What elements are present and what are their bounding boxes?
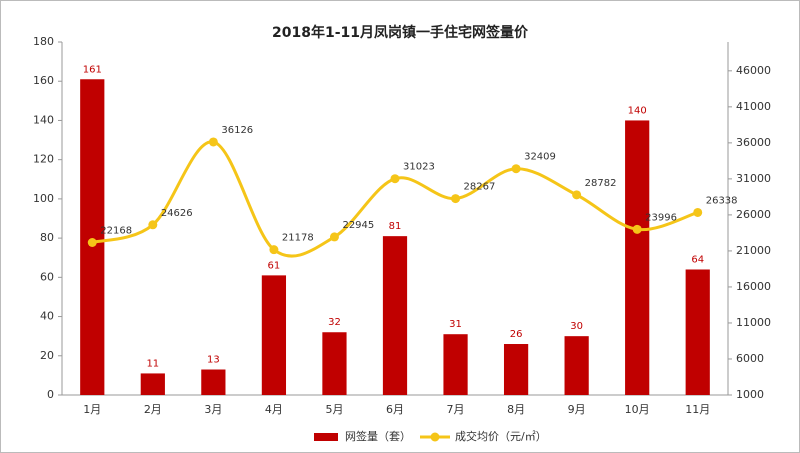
y2-tick-label: 46000: [736, 64, 771, 77]
y2-tick-label: 36000: [736, 136, 771, 149]
line-point: [693, 207, 703, 217]
bar-value-label: 161: [83, 64, 102, 75]
bar: [80, 79, 105, 395]
x-tick-label: 9月: [568, 403, 586, 416]
line-value-label: 32409: [524, 152, 556, 163]
line-value-label: 31023: [403, 162, 435, 173]
x-tick-label: 2月: [144, 403, 162, 416]
line-point: [208, 137, 218, 147]
y-tick-label: 20: [40, 349, 54, 362]
y2-tick-label: 21000: [736, 244, 771, 257]
x-tick-label: 8月: [507, 403, 525, 416]
x-tick-label: 10月: [625, 403, 650, 416]
line-value-label: 22168: [100, 226, 132, 237]
x-tick-label: 3月: [204, 403, 222, 416]
bar: [140, 373, 165, 395]
bar: [685, 269, 710, 395]
y-tick-label: 80: [40, 231, 54, 244]
bar-value-label: 64: [691, 254, 704, 265]
line-value-label: 22945: [342, 220, 374, 231]
line-value-label: 26338: [706, 195, 738, 206]
line-point: [511, 164, 521, 174]
y-tick-label: 40: [40, 310, 54, 323]
y2-tick-label: 26000: [736, 208, 771, 221]
x-tick-label: 5月: [325, 403, 343, 416]
line-point: [87, 238, 97, 248]
line-point: [329, 232, 339, 242]
y-tick-label: 180: [33, 35, 54, 48]
line-point: [572, 190, 582, 200]
bar-value-label: 11: [146, 358, 159, 369]
bar: [261, 275, 287, 395]
line-point: [269, 245, 279, 255]
bar: [201, 369, 226, 395]
legend-label: 网签量（套）: [345, 429, 411, 443]
bar: [625, 120, 650, 395]
y-tick-label: 160: [33, 74, 54, 87]
chart-title: 2018年1-11月凤岗镇一手住宅网签量价: [272, 24, 529, 41]
line-value-label: 21178: [282, 233, 314, 244]
line-point: [451, 194, 461, 204]
x-tick-label: 1月: [83, 403, 101, 416]
bar-value-label: 30: [570, 321, 583, 332]
bar-value-label: 13: [207, 355, 220, 366]
y-tick-label: 60: [40, 270, 54, 283]
x-tick-label: 11月: [685, 403, 710, 416]
bar-value-label: 61: [268, 260, 281, 271]
x-tick-label: 4月: [265, 403, 283, 416]
y2-tick-label: 41000: [736, 100, 771, 113]
line-value-label: 28267: [464, 182, 496, 193]
line-value-label: 28782: [585, 178, 617, 189]
y2-tick-label: 16000: [736, 280, 771, 293]
y2-tick-label: 6000: [736, 352, 764, 365]
y2-tick-label: 11000: [736, 316, 771, 329]
bar: [322, 332, 347, 395]
bar-value-label: 26: [510, 329, 523, 340]
line-point: [390, 174, 400, 184]
line-point: [632, 224, 642, 234]
y-tick-label: 120: [33, 153, 54, 166]
line-value-label: 24626: [161, 208, 193, 219]
y2-tick-label: 31000: [736, 172, 771, 185]
bar-value-label: 140: [628, 105, 647, 116]
bar: [443, 334, 468, 395]
y-tick-label: 100: [33, 192, 54, 205]
bar: [503, 344, 529, 395]
y-tick-label: 140: [33, 113, 54, 126]
bar: [564, 336, 589, 395]
y-tick-label: 0: [47, 388, 54, 401]
line-point: [148, 220, 158, 230]
line-value-label: 36126: [221, 125, 253, 136]
bar: [382, 236, 408, 395]
bar-value-label: 31: [449, 319, 462, 330]
line-value-label: 23996: [645, 212, 677, 223]
line: [91, 140, 699, 258]
legend-label: 成交均价（元/㎡）: [455, 429, 547, 443]
x-tick-label: 6月: [386, 403, 404, 416]
bar-value-label: 81: [389, 221, 402, 232]
legend-marker: [430, 432, 440, 442]
bar-value-label: 32: [328, 317, 341, 328]
y2-tick-label: 1000: [736, 388, 764, 401]
legend-swatch: [314, 433, 338, 441]
x-tick-label: 7月: [447, 403, 465, 416]
